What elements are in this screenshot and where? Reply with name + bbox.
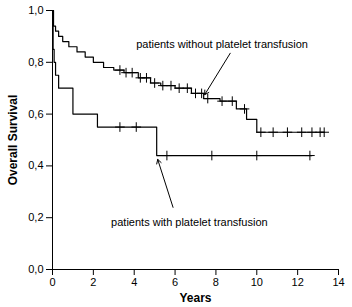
svg-text:12: 12 (292, 276, 304, 288)
svg-text:0,8: 0,8 (28, 56, 43, 68)
svg-text:10: 10 (251, 276, 263, 288)
svg-text:0,4: 0,4 (28, 159, 43, 171)
svg-text:0,2: 0,2 (28, 211, 43, 223)
svg-text:0,6: 0,6 (28, 108, 43, 120)
svg-text:Years: Years (179, 291, 211, 305)
svg-text:0,0: 0,0 (28, 263, 43, 275)
svg-text:8: 8 (213, 276, 219, 288)
svg-text:patients without platelet tran: patients without platelet transfusion (136, 38, 308, 50)
svg-text:Overall Survival: Overall Survival (6, 95, 20, 186)
svg-text:14: 14 (332, 276, 344, 288)
svg-text:6: 6 (172, 276, 178, 288)
svg-text:2: 2 (90, 276, 96, 288)
svg-text:0: 0 (49, 276, 55, 288)
svg-text:1,0: 1,0 (28, 4, 43, 16)
svg-text:patients with platelet transfu: patients with platelet transfusion (111, 216, 268, 228)
svg-text:4: 4 (131, 276, 137, 288)
